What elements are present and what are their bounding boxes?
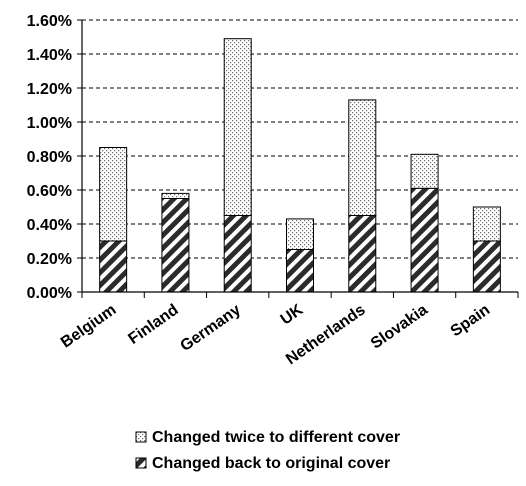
bar-original-cover-finland: [161, 198, 190, 293]
x-tick-label: Spain: [448, 301, 493, 340]
y-tick-label: 1.20%: [27, 81, 72, 98]
x-tick-label: UK: [278, 301, 307, 328]
bar-different-cover-germany: [223, 38, 252, 217]
bar-different-cover-spain: [472, 206, 501, 242]
bar-original-cover-germany: [223, 215, 252, 293]
legend-item-hatch: Changed back to original cover: [135, 455, 390, 472]
bar-different-cover-finland: [161, 192, 190, 199]
axes: [81, 20, 519, 298]
y-tick-label: 0.00%: [27, 285, 72, 302]
bar-different-cover-netherlands: [348, 99, 377, 216]
y-tick-label: 0.80%: [27, 149, 72, 166]
legend-swatch-dotted: [135, 431, 147, 443]
legend: Changed twice to different cover Changed…: [135, 429, 400, 472]
y-tick-label: 0.40%: [27, 217, 72, 234]
y-tick-label: 1.40%: [27, 47, 72, 64]
x-tick-label: Finland: [125, 301, 181, 348]
bar-different-cover-belgium: [99, 147, 128, 242]
bar-original-cover-uk: [286, 249, 314, 293]
bar-original-cover-belgium: [99, 240, 128, 293]
y-tick-label: 1.00%: [27, 115, 72, 132]
y-tick-label: 1.60%: [27, 13, 72, 30]
bar-different-cover-slovakia: [410, 153, 439, 189]
x-tick-label: Belgium: [58, 301, 119, 351]
legend-swatch-hatch: [135, 457, 147, 469]
y-tick-label: 0.20%: [27, 251, 72, 268]
bars: [99, 38, 501, 293]
bar-original-cover-slovakia: [410, 187, 439, 293]
legend-item-dotted: Changed twice to different cover: [135, 429, 400, 446]
y-tick-label: 0.60%: [27, 183, 72, 200]
x-tick-label: Slovakia: [368, 301, 431, 352]
x-tick-label: Germany: [177, 301, 244, 355]
legend-label-dotted: Changed twice to different cover: [152, 429, 400, 446]
bar-original-cover-netherlands: [348, 215, 377, 293]
bar-different-cover-uk: [286, 218, 314, 250]
legend-label-hatch: Changed back to original cover: [152, 455, 390, 472]
y-axis-ticks: 0.00% 0.20% 0.40% 0.60% 0.80% 1.00% 1.20% 1.40%…: [27, 13, 82, 302]
bar-original-cover-spain: [472, 240, 501, 293]
